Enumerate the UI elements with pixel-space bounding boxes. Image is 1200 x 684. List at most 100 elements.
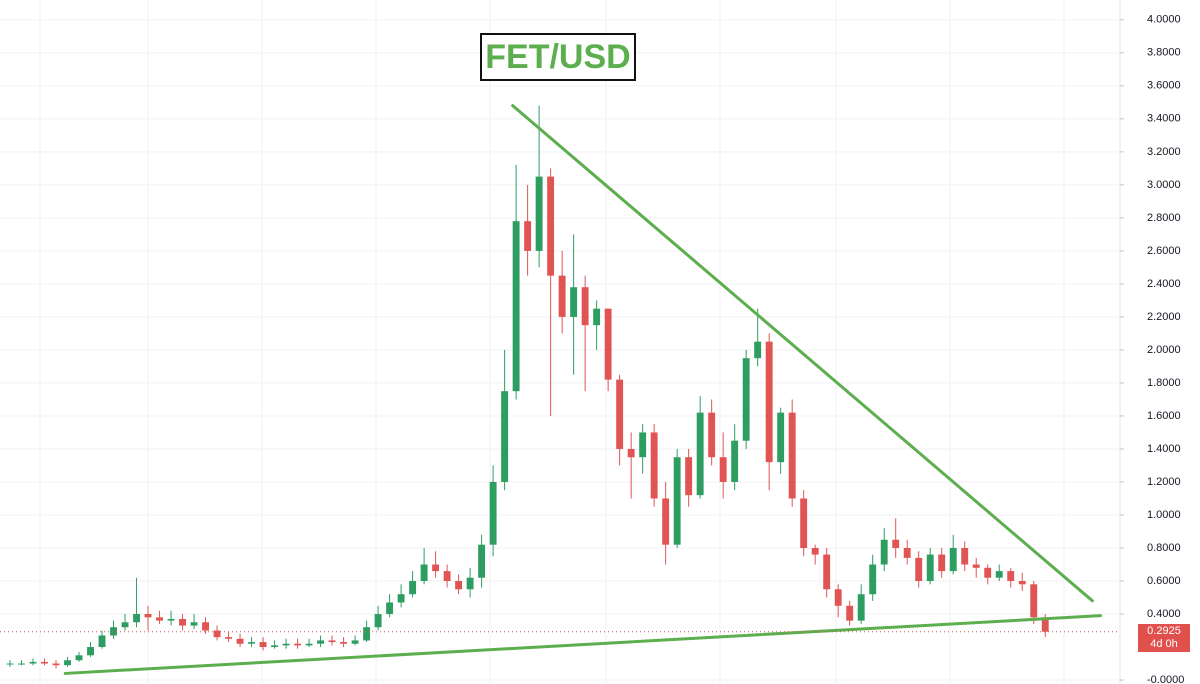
candle-body [938, 554, 946, 572]
candle-body [259, 642, 267, 648]
y-tick-label: 3.2000 [1147, 146, 1181, 158]
y-tick-label: 2.8000 [1147, 212, 1181, 224]
candle-body [455, 581, 463, 590]
candle-body [903, 547, 911, 558]
y-tick-label: 0.4000 [1147, 608, 1181, 620]
candle-body [857, 594, 865, 621]
candle-body [271, 645, 279, 648]
candle-body [581, 287, 589, 326]
candle-body [397, 594, 405, 603]
candle-body [823, 554, 831, 590]
candle-body [328, 640, 336, 643]
y-tick-label: 3.0000 [1147, 179, 1181, 191]
candle-body [52, 663, 60, 666]
candle-body [696, 412, 704, 496]
candle-body [777, 412, 785, 463]
candle-body [98, 635, 106, 648]
y-tick-label: 2.0000 [1147, 344, 1181, 356]
candle-body [512, 221, 520, 392]
candle-body [501, 391, 509, 482]
candle-body [915, 557, 923, 582]
candle-body [639, 432, 647, 458]
candle-body [340, 642, 348, 644]
candle-body [18, 663, 25, 665]
candle-body [834, 589, 842, 606]
candle-body [719, 457, 727, 482]
candle-body [351, 640, 359, 644]
y-tick-label: 1.6000 [1147, 410, 1181, 422]
candle-body [662, 498, 670, 545]
trend-line [511, 104, 1094, 603]
candle-body [811, 547, 819, 555]
candle-body [673, 457, 681, 545]
candle-body [604, 308, 612, 380]
candle-body [432, 564, 440, 572]
candle-body [374, 614, 382, 628]
y-tick-label: 1.4000 [1147, 443, 1181, 455]
candle-body [754, 341, 762, 359]
candle-body [926, 554, 934, 582]
candle-body [41, 661, 48, 664]
candle-body [236, 638, 244, 644]
candle-body [731, 440, 739, 482]
y-tick-label: -0.0000 [1147, 674, 1184, 684]
y-tick-label: 0.8000 [1147, 542, 1181, 554]
candle-body [1007, 571, 1015, 582]
candle-body [800, 498, 808, 548]
y-tick-label: 1.0000 [1147, 509, 1181, 521]
candle-body [156, 617, 163, 621]
candle-body [443, 571, 451, 582]
candle-body [524, 221, 532, 251]
candle-body [409, 581, 417, 595]
candle-body [558, 275, 566, 317]
candle-body [317, 640, 325, 644]
candle-body [466, 577, 474, 590]
candle-body [742, 358, 750, 441]
trend-line [63, 614, 1102, 675]
last-price-badge: 0.2925 4d 0h [1138, 623, 1190, 652]
candle-body [961, 547, 969, 565]
candle-body [708, 412, 716, 458]
candle-body [570, 287, 578, 317]
candle-body [420, 564, 428, 582]
y-tick-label: 1.8000 [1147, 377, 1181, 389]
candle-body [282, 643, 290, 646]
candle-body [489, 481, 497, 545]
candle-body [386, 602, 394, 615]
candle-body [363, 627, 371, 641]
candle-body [593, 308, 601, 326]
candle-body [6, 663, 14, 665]
candle-body [305, 643, 313, 646]
candle-body [846, 605, 854, 621]
candle-body [202, 622, 210, 631]
candle-body [880, 539, 888, 565]
candle-body [144, 614, 152, 618]
candle-body [213, 630, 221, 638]
y-tick-label: 2.4000 [1147, 278, 1181, 290]
candle-body [133, 614, 140, 623]
candle-body [1018, 581, 1026, 585]
y-tick-label: 1.2000 [1147, 476, 1181, 488]
candle-body [167, 618, 175, 621]
candle-body [110, 627, 117, 636]
candle-body [972, 564, 980, 568]
y-tick-label: 3.6000 [1147, 80, 1181, 92]
candle-body [225, 637, 233, 639]
y-tick-label: 2.2000 [1147, 311, 1181, 323]
candle-body [765, 341, 773, 463]
countdown-label: 4d 0h [1150, 637, 1178, 650]
candle-body [64, 660, 71, 666]
y-tick-label: 3.8000 [1147, 47, 1181, 59]
candle-body [535, 176, 543, 251]
candle-body [75, 655, 83, 661]
candle-body [1030, 584, 1038, 618]
candle-body [294, 643, 302, 646]
candle-body [650, 432, 658, 499]
candle-body [547, 176, 555, 276]
candle-body [121, 622, 129, 628]
candle-body [627, 448, 635, 458]
candle-body [892, 539, 900, 548]
candle-body [29, 661, 37, 664]
